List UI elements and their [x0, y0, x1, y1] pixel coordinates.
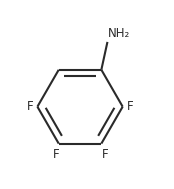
Text: F: F — [53, 148, 60, 161]
Text: F: F — [127, 100, 134, 113]
Text: F: F — [26, 100, 33, 113]
Text: NH₂: NH₂ — [108, 27, 130, 40]
Text: F: F — [101, 148, 108, 161]
